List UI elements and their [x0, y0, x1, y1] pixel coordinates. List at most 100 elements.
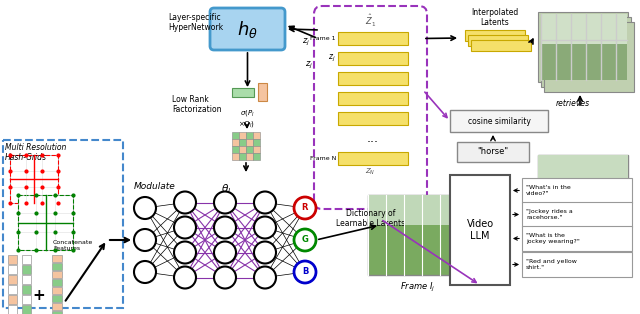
Text: "What is the
jockey wearing?": "What is the jockey wearing?" [526, 233, 580, 244]
Bar [541, 14, 627, 44]
Circle shape [294, 229, 316, 251]
Circle shape [134, 229, 156, 251]
Text: $z_j$: $z_j$ [302, 36, 310, 47]
Text: ...: ... [367, 132, 379, 144]
Text: Layer-specific
HyperNetwork: Layer-specific HyperNetwork [168, 13, 223, 32]
Circle shape [254, 267, 276, 289]
Circle shape [214, 216, 236, 239]
Bar [22, 255, 31, 264]
Circle shape [134, 261, 156, 283]
Bar [22, 295, 31, 304]
Text: $z_j$: $z_j$ [305, 59, 313, 71]
Bar [52, 279, 62, 286]
Circle shape [134, 197, 156, 219]
Bar [52, 287, 62, 294]
Bar [338, 32, 408, 45]
Text: "horse": "horse" [477, 148, 509, 156]
Bar [232, 88, 254, 97]
Bar [338, 112, 408, 125]
Bar [338, 72, 408, 85]
Circle shape [254, 216, 276, 239]
Bar [465, 30, 525, 41]
Bar [239, 132, 246, 139]
Bar [239, 146, 246, 153]
Bar [8, 255, 17, 264]
Bar [253, 146, 260, 153]
Circle shape [174, 192, 196, 214]
Text: Low Rank
Factorization: Low Rank Factorization [172, 95, 221, 114]
Bar [253, 153, 260, 160]
Bar [22, 305, 31, 314]
Bar [8, 305, 17, 314]
Bar [522, 178, 632, 203]
Bar [10, 155, 58, 203]
Bar [52, 263, 62, 270]
Circle shape [254, 192, 276, 214]
Bar [8, 295, 17, 304]
Circle shape [174, 241, 196, 263]
Bar [368, 195, 468, 225]
Bar [22, 275, 31, 284]
Bar [232, 132, 239, 139]
Text: Frame 1: Frame 1 [310, 36, 336, 41]
Text: Concatenate
Features: Concatenate Features [53, 240, 93, 251]
Text: Interpolated
Latents: Interpolated Latents [472, 8, 518, 27]
Text: $\hat{Z}_1$: $\hat{Z}_1$ [365, 13, 376, 29]
Bar [538, 155, 628, 223]
Bar [232, 139, 239, 146]
Text: B: B [302, 268, 308, 277]
Bar [8, 265, 17, 274]
Bar [368, 195, 468, 275]
Bar [522, 202, 632, 227]
Text: cosine similarity: cosine similarity [468, 116, 531, 126]
Text: Modulate: Modulate [134, 182, 176, 191]
Circle shape [294, 197, 316, 219]
Bar [450, 175, 510, 285]
Bar [258, 83, 267, 101]
Text: "Red and yellow
shirt.": "Red and yellow shirt." [526, 259, 577, 270]
Text: +: + [33, 288, 45, 302]
Bar [468, 35, 528, 46]
Text: "Jockey rides a
racehorse.": "Jockey rides a racehorse." [526, 209, 573, 220]
Bar [253, 139, 260, 146]
Bar [471, 40, 531, 51]
Bar [541, 17, 631, 87]
Bar [8, 275, 17, 284]
Text: $Z_N$: $Z_N$ [365, 167, 376, 177]
Bar [246, 132, 253, 139]
Bar [52, 295, 62, 302]
Bar [239, 139, 246, 146]
Text: "What's in the
video?": "What's in the video?" [526, 185, 571, 196]
Bar [18, 195, 73, 250]
Bar [338, 92, 408, 105]
Bar [239, 153, 246, 160]
Bar [22, 265, 31, 274]
Bar [522, 226, 632, 251]
Bar [246, 139, 253, 146]
Text: Dictionary of
Learnable Latents: Dictionary of Learnable Latents [336, 209, 405, 228]
Circle shape [214, 241, 236, 263]
Bar [10, 155, 58, 203]
Bar [338, 152, 408, 165]
Text: $\theta_l$: $\theta_l$ [221, 182, 231, 196]
Circle shape [174, 267, 196, 289]
Bar [253, 132, 260, 139]
Circle shape [214, 192, 236, 214]
Bar [457, 142, 529, 162]
Bar [8, 285, 17, 294]
Bar [52, 255, 62, 262]
Bar [246, 153, 253, 160]
Text: G: G [301, 236, 308, 245]
FancyBboxPatch shape [210, 8, 285, 50]
Text: $z_j$: $z_j$ [328, 53, 336, 64]
Text: Multi Resolution
Hash-Grids: Multi Resolution Hash-Grids [5, 143, 67, 162]
Bar [232, 146, 239, 153]
Circle shape [174, 216, 196, 239]
Text: retrieves: retrieves [556, 99, 590, 107]
Bar [544, 22, 634, 92]
Circle shape [214, 267, 236, 289]
Bar [232, 153, 239, 160]
Bar [22, 285, 31, 294]
Text: R: R [301, 203, 308, 213]
Circle shape [294, 261, 316, 283]
